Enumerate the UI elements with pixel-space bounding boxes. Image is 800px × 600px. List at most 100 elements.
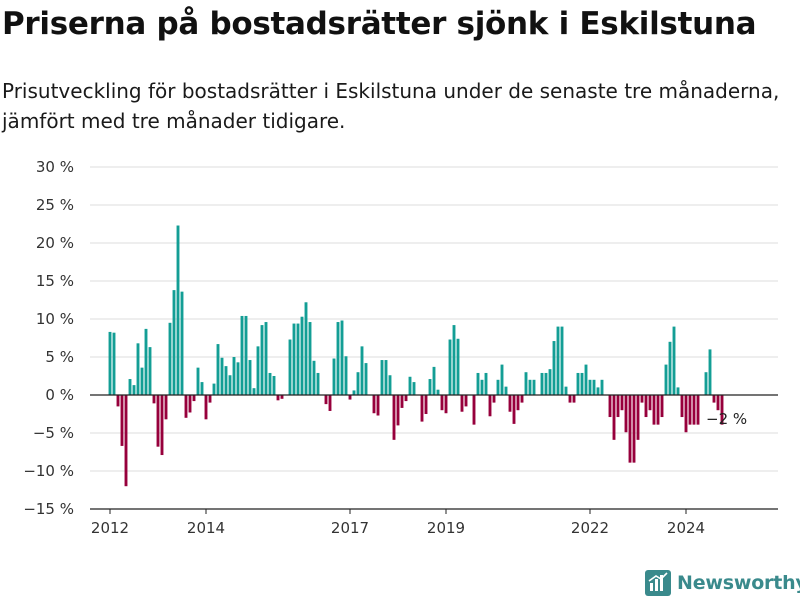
bar [660, 395, 664, 418]
y-tick-label: 5 % [45, 348, 74, 366]
bar [144, 328, 148, 395]
bar [252, 388, 256, 395]
bar [136, 343, 140, 395]
bar [116, 395, 120, 407]
bar [472, 395, 476, 425]
y-tick-label: 30 % [36, 158, 74, 176]
bar [384, 360, 388, 395]
bar [628, 395, 632, 463]
bar [464, 395, 468, 407]
bar [312, 360, 316, 395]
bar [524, 372, 528, 395]
bar [264, 322, 268, 395]
bar [632, 395, 636, 463]
bar [132, 385, 136, 395]
bar [448, 339, 452, 395]
bar [180, 291, 184, 395]
brand: Newsworthy [645, 570, 800, 596]
bar [712, 395, 716, 403]
bar [520, 395, 524, 403]
bar [504, 386, 508, 395]
bar [452, 325, 456, 395]
bar [404, 395, 408, 402]
bar [388, 375, 392, 395]
bar [124, 395, 128, 487]
bar [164, 395, 168, 420]
bar [292, 323, 296, 395]
bar [304, 302, 308, 395]
bar [572, 395, 576, 403]
bar [380, 360, 384, 395]
y-tick-label: 15 % [36, 272, 74, 290]
y-tick-label: 0 % [45, 386, 74, 404]
bar [324, 395, 328, 405]
bar [640, 395, 644, 403]
bar [564, 386, 568, 395]
bar [412, 382, 416, 395]
bar [508, 395, 512, 412]
chart-title: Priserna på bostadsrätter sjönk i Eskils… [2, 6, 757, 42]
x-tick-label: 2014 [187, 519, 225, 537]
gridlines [90, 166, 778, 472]
x-tick-label: 2017 [331, 519, 369, 537]
bar [476, 372, 480, 395]
bar [708, 349, 712, 395]
bar [240, 315, 244, 395]
y-tick-label: 20 % [36, 234, 74, 252]
bar [432, 366, 436, 395]
bar [672, 326, 676, 395]
bar [484, 372, 488, 395]
y-tick-label: −15 % [23, 500, 74, 518]
bar [188, 395, 192, 413]
bar [160, 395, 164, 456]
bar [688, 395, 692, 425]
bar [652, 395, 656, 425]
bar [560, 326, 564, 395]
bar [456, 338, 460, 395]
bar [400, 395, 404, 408]
bar [236, 362, 240, 395]
bar [196, 367, 200, 395]
bar [248, 360, 252, 395]
bar [580, 372, 584, 395]
bar [296, 323, 300, 395]
bar [600, 379, 604, 395]
bar [676, 387, 680, 395]
bar [256, 346, 260, 395]
bar [336, 322, 340, 395]
bar [260, 325, 264, 395]
bar [680, 395, 684, 418]
bar [496, 379, 500, 395]
bar [316, 372, 320, 395]
bar [208, 395, 212, 403]
bar [268, 372, 272, 395]
bar [200, 382, 204, 395]
bar [148, 347, 152, 395]
bar [428, 379, 432, 395]
bar [424, 395, 428, 414]
x-axis-ticks: 2012 2014 2017 2019 2022 2024 [91, 509, 705, 537]
bar [528, 379, 532, 395]
bar [152, 395, 156, 404]
bar [168, 322, 172, 395]
bar [192, 395, 196, 402]
bar [552, 341, 556, 395]
bar [216, 344, 220, 395]
bar [512, 395, 516, 424]
y-tick-label: −10 % [23, 462, 74, 480]
bar [704, 372, 708, 395]
bar [140, 367, 144, 395]
bar [408, 376, 412, 395]
bar [372, 395, 376, 414]
last-value-annotation: −2 % [706, 410, 747, 428]
bar [232, 357, 236, 395]
bar [500, 364, 504, 395]
bar [540, 372, 544, 395]
bar [664, 364, 668, 395]
bar [584, 364, 588, 395]
bar [568, 395, 572, 403]
bar [360, 346, 364, 395]
bar [692, 395, 696, 425]
bar [112, 332, 116, 395]
